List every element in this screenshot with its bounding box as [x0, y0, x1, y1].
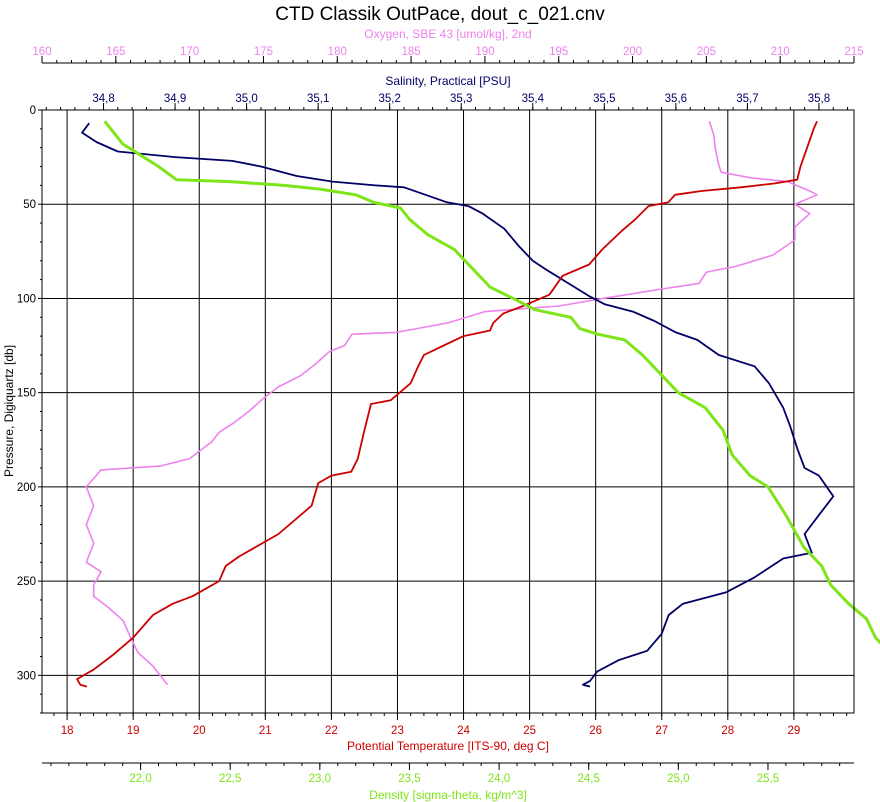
salinity-tick-label: 34,9: [164, 93, 186, 105]
oxygen-tick-label: 200: [623, 46, 642, 58]
temperature-tick-label: 28: [721, 725, 734, 737]
salinity-tick-label: 35,6: [665, 93, 687, 105]
chart-title: CTD Classik OutPace, dout_c_021.cnv: [275, 4, 605, 25]
salinity-tick-label: 34,8: [92, 93, 114, 105]
oxygen-tick-label: 160: [32, 46, 51, 58]
temperature-tick-label: 26: [589, 725, 602, 737]
density-tick-label: 24,0: [488, 773, 510, 785]
plot-frame: [41, 109, 855, 714]
oxygen-tick-label: 205: [697, 46, 716, 58]
pressure-tick-label: 250: [17, 576, 36, 588]
density-tick-label: 22,5: [219, 773, 241, 785]
oxygen-tick-label: 195: [549, 46, 568, 58]
density-tick-label: 23,0: [309, 773, 331, 785]
oxygen-tick-label: 170: [180, 46, 199, 58]
pressure-tick-label: 300: [17, 670, 36, 682]
pressure-tick-label: 150: [17, 388, 36, 400]
temperature-tick-label: 21: [259, 725, 272, 737]
oxygen-tick-label: 165: [106, 46, 125, 58]
salinity-tick-label: 35,3: [450, 93, 472, 105]
oxygen-trace: [85, 121, 818, 686]
temperature-axis-label: Potential Temperature [ITS-90, deg C]: [347, 739, 549, 753]
salinity-tick-label: 35,5: [593, 93, 615, 105]
oxygen-tick-label: 185: [401, 46, 420, 58]
temperature-axis: 18 19 20 21 22 23 24 25 26 27 28 29: [53, 713, 848, 737]
salinity-axis-label: Salinity, Practical [PSU]: [385, 74, 510, 88]
pressure-axis-label: Pressure, Digiquartz [db]: [2, 345, 16, 477]
data-traces: [76, 120, 880, 688]
temperature-tick-label: 20: [193, 725, 206, 737]
oxygen-axis: 160 165 170 175 180 185 190 195 200 205 210 215: [32, 46, 864, 64]
pressure-tick-label: 200: [17, 482, 36, 494]
density-tick-label: 23,5: [398, 773, 420, 785]
oxygen-tick-label: 215: [844, 46, 863, 58]
density-tick-label: 24,5: [578, 773, 600, 785]
oxygen-tick-label: 210: [771, 46, 790, 58]
grid: [42, 109, 854, 713]
pressure-tick-label: 50: [23, 199, 36, 211]
oxygen-tick-label: 180: [328, 46, 347, 58]
salinity-tick-label: 35,4: [522, 93, 545, 105]
temperature-tick-label: 27: [655, 725, 668, 737]
temperature-tick-label: 29: [787, 725, 800, 737]
salinity-axis: 34,8 34,9 35,0 35,1 35,2 35,3 35,4 35,5 35,6 35,7…: [45, 93, 849, 110]
density-axis: 22,0 22,5 23,0 23,5 24,0 24,5 25,0 25,5: [42, 762, 854, 785]
density-tick-label: 25,5: [757, 773, 779, 785]
oxygen-tick-label: 190: [475, 46, 494, 58]
temperature-tick-label: 18: [61, 725, 74, 737]
salinity-tick-label: 35,2: [378, 93, 400, 105]
density-axis-label: Density [sigma-theta, kg/m^3]: [369, 788, 527, 802]
pressure-axis: 0 50 100 150 200 250 300: [17, 105, 42, 714]
density-tick-label: 25,0: [667, 773, 689, 785]
oxygen-axis-label: Oxygen, SBE 43 [umol/kg], 2nd: [364, 27, 531, 41]
salinity-tick-label: 35,0: [235, 93, 257, 105]
pressure-tick-label: 100: [17, 293, 36, 305]
salinity-tick-label: 35,1: [307, 93, 329, 105]
density-trace: [103, 120, 880, 645]
temperature-tick-label: 23: [391, 725, 404, 737]
temperature-tick-label: 24: [457, 725, 470, 737]
temperature-trace: [76, 120, 818, 688]
salinity-tick-label: 35,8: [808, 93, 830, 105]
density-tick-label: 22,0: [129, 773, 151, 785]
temperature-tick-label: 19: [127, 725, 140, 737]
oxygen-tick-label: 175: [254, 46, 273, 58]
temperature-tick-label: 22: [325, 725, 338, 737]
temperature-tick-label: 25: [523, 725, 536, 737]
pressure-tick-label: 0: [30, 105, 36, 117]
salinity-trace: [81, 122, 835, 688]
salinity-tick-label: 35,7: [736, 93, 758, 105]
